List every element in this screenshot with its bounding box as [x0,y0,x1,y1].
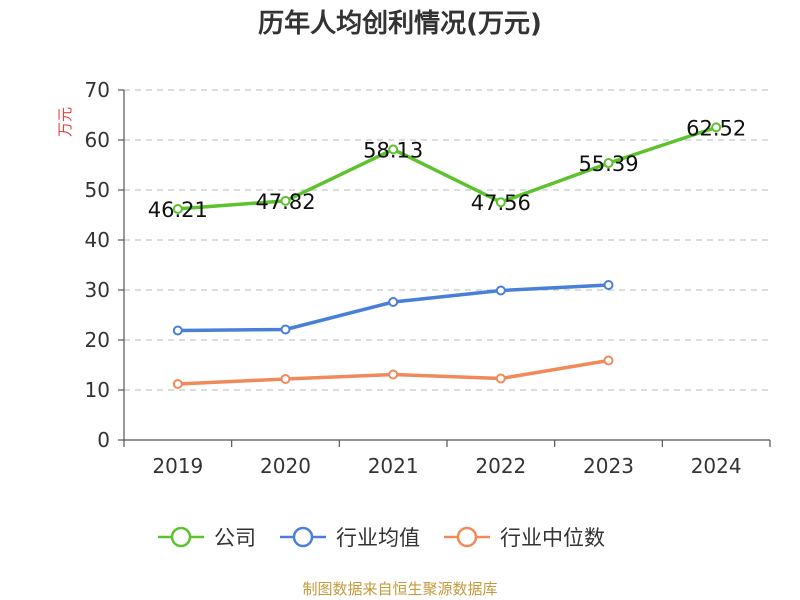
legend-marker-icon [292,526,314,548]
data-point [603,158,614,169]
legend-item-2[interactable]: 行业中位数 [444,526,605,550]
data-point [172,325,183,336]
legend-label: 行业中位数 [500,526,605,550]
data-label: 46.21 [148,198,208,222]
data-label: 55.39 [578,152,638,176]
series-group [172,122,722,389]
data-point [172,379,183,389]
legend-item-1[interactable]: 行业均值 [280,526,420,550]
x-tick-label: 2021 [368,454,419,478]
data-label: 47.82 [255,190,315,214]
legend: 公司 行业均值 行业中位数 [158,526,605,550]
source-note: 制图数据来自恒生聚源数据库 [302,580,497,598]
y-tick-label: 60 [85,128,110,152]
legend-item-0[interactable]: 公司 [158,526,256,550]
data-point [603,280,614,290]
data-point [280,374,291,384]
y-axis-label: 万元 [56,107,74,137]
x-tick-label: 2019 [152,454,203,478]
legend-marker-icon [456,526,478,548]
x-tick-label: 2024 [691,454,742,478]
y-tick-label: 50 [85,178,110,202]
gridlines [124,89,770,391]
data-point [495,197,506,208]
x-tick-label: 2022 [475,454,526,478]
chart-title: 历年人均创利情况(万元) [258,8,542,39]
data-point [280,195,291,206]
axes [118,89,771,447]
y-tick-labels: 0 10 20 30 40 50 60 70 [85,78,110,452]
data-label: 62.52 [686,116,746,140]
series-line-0 [176,125,718,211]
data-point [711,122,722,133]
y-tick-label: 40 [85,228,110,252]
y-tick-label: 30 [85,278,110,302]
x-tick-label: 2023 [583,454,634,478]
y-tick-label: 0 [97,428,110,452]
data-label: 58.13 [363,138,423,162]
data-point [388,369,399,380]
data-point [172,203,183,214]
data-point [603,355,614,366]
data-label: 47.56 [471,191,531,215]
data-point [388,144,399,155]
y-tick-label: 10 [85,378,110,402]
data-point [280,324,291,335]
data-labels: 46.21 47.82 58.13 47.56 55.39 62.52 [148,116,746,222]
x-tick-label: 2020 [260,454,311,478]
y-tick-label: 20 [85,328,110,352]
legend-label: 公司 [214,526,256,550]
series-line-1 [176,283,611,333]
x-tick-labels: 2019 2020 2021 2022 2023 2024 [152,454,741,478]
data-point [388,297,399,307]
y-tick-label: 70 [85,78,110,102]
legend-label: 行业均值 [336,526,420,550]
legend-marker-icon [170,526,192,548]
data-point [495,373,506,384]
data-point [495,285,506,296]
